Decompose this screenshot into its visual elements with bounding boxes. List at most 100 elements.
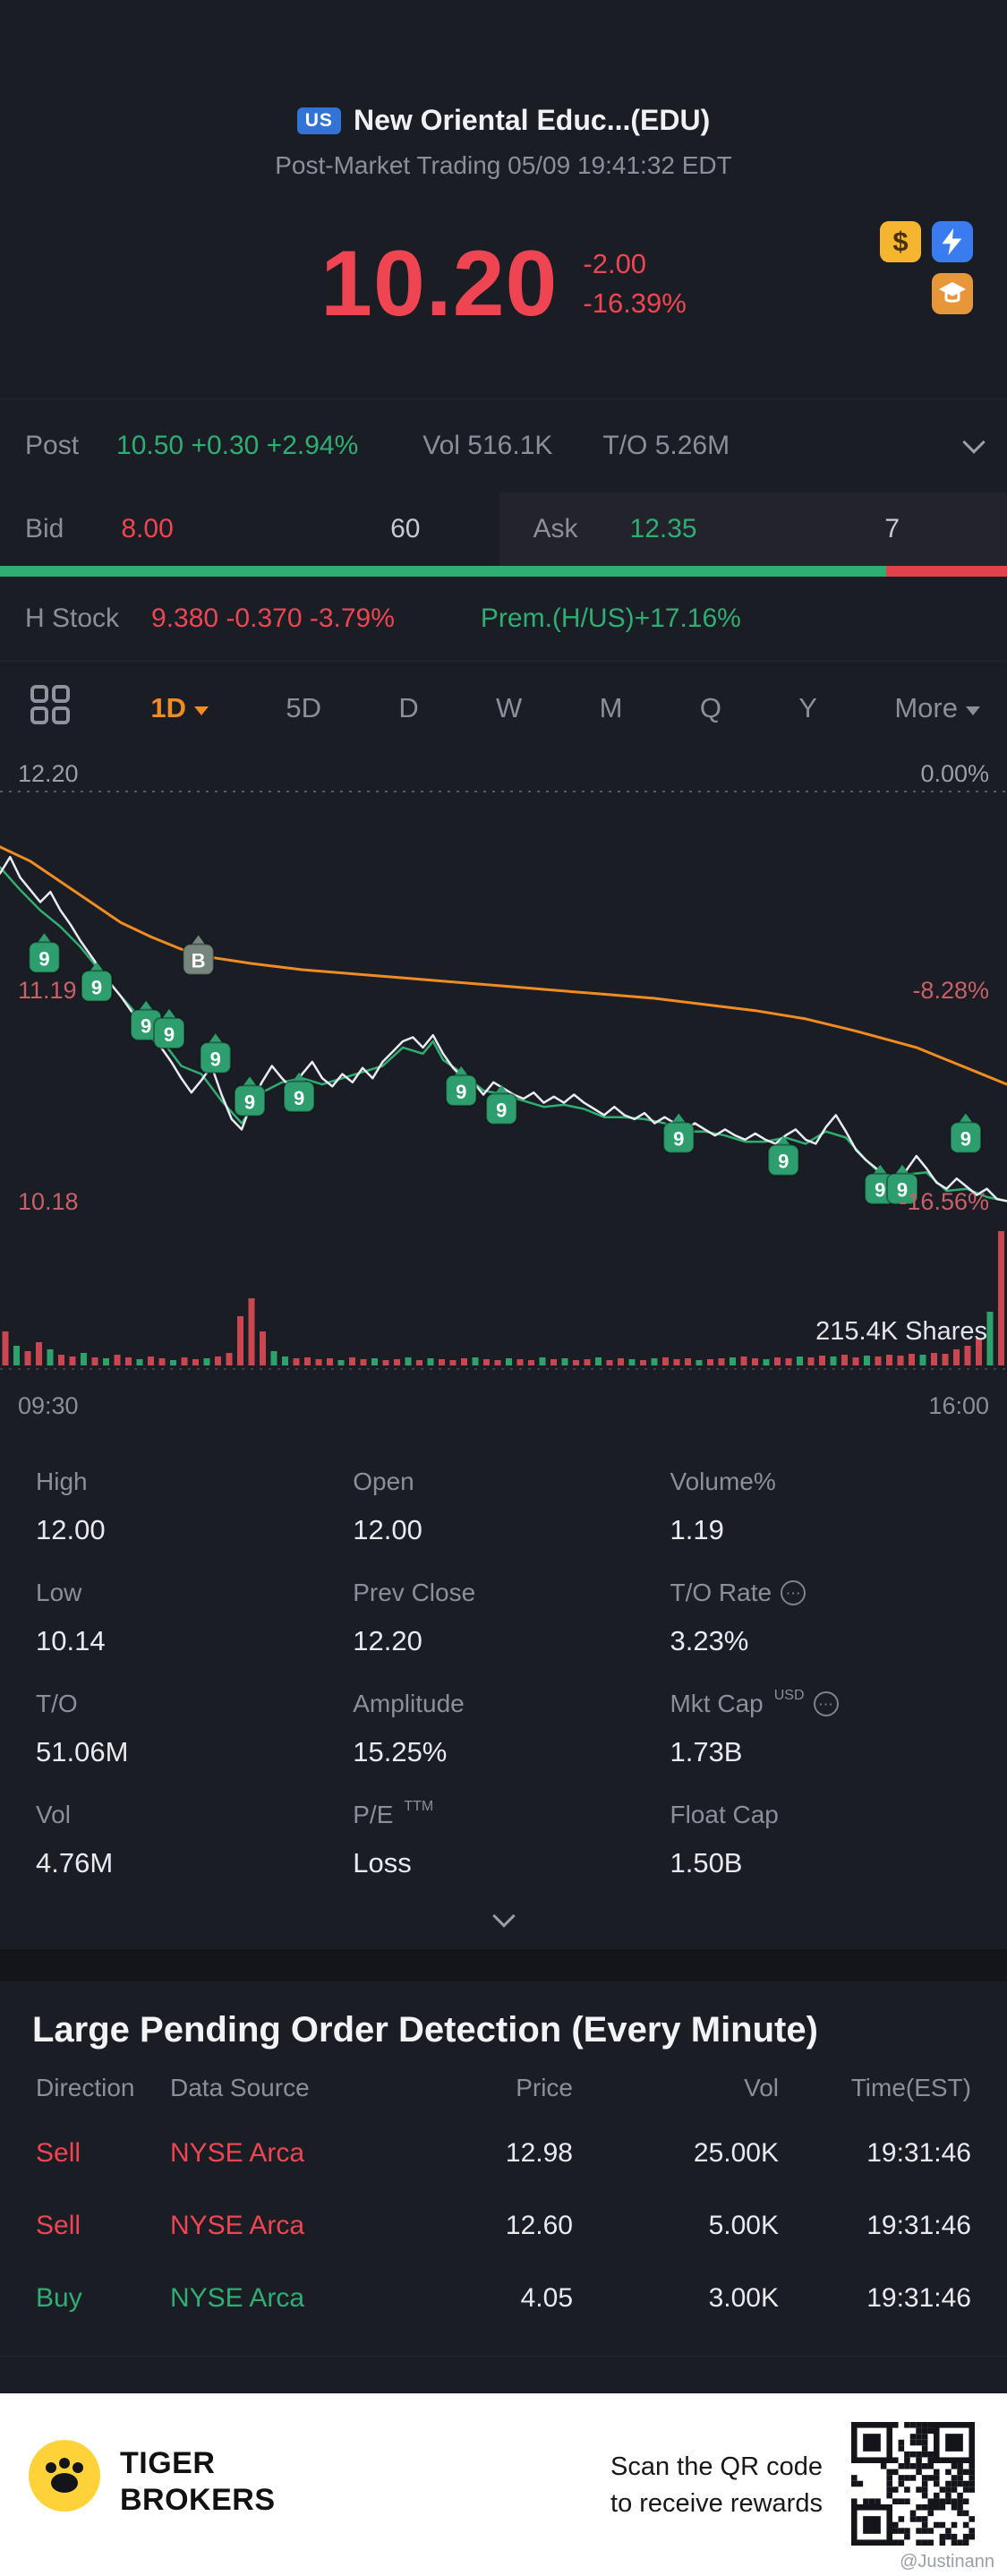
time-axis-end: 16:00 — [928, 1392, 989, 1419]
y-axis-pct-top: 0.00% — [920, 760, 989, 787]
time-axis-start: 09:30 — [18, 1392, 79, 1419]
post-label: Post — [25, 431, 80, 460]
market-session-timestamp: Post-Market Trading 05/09 19:41:32 EDT — [275, 151, 732, 179]
svg-text:9: 9 — [91, 976, 102, 998]
qr-caption: Scan the QR code to receive rewards — [610, 2452, 823, 2518]
bid-ask-ratio-bar — [0, 566, 1007, 577]
stat-high: High 12.00 — [36, 1468, 106, 1545]
svg-text:9: 9 — [164, 1023, 175, 1046]
stat-volume-pct: Volume% 1.19 — [670, 1468, 776, 1545]
bid-half: Bid 8.00 60 — [0, 492, 499, 566]
price-change-block: -2.00 -16.39% — [583, 244, 686, 323]
caret-down-icon — [965, 706, 980, 715]
chevron-down-icon — [491, 1904, 516, 1928]
tab-5d[interactable]: 5D — [286, 692, 321, 723]
chart-layout-icon[interactable] — [27, 681, 73, 735]
tab-q[interactable]: Q — [699, 692, 721, 723]
brand-footer: TIGER BROKERS Scan the QR code to receiv… — [0, 2393, 1007, 2576]
ask-size: 7 — [884, 514, 900, 543]
tab-more[interactable]: More — [894, 692, 980, 724]
stat-pe: P/E TTM Loss — [353, 1799, 434, 1879]
tab-m[interactable]: M — [599, 692, 623, 723]
last-price: 10.20 — [320, 231, 559, 336]
y-axis-pct-bottom: -16.56% — [899, 1188, 989, 1215]
chevron-down-icon[interactable] — [962, 431, 986, 454]
quick-action-badges: $ — [880, 221, 973, 314]
table-row[interactable]: Sell NYSE Arca 12.98 25.00K 19:31:46 — [36, 2137, 971, 2168]
section-divider — [0, 1949, 1007, 1981]
volume-crosshair-label: 215.4K Shares — [815, 1317, 987, 1346]
stock-title-row: US New Oriental Educ...(EDU) — [0, 104, 1007, 137]
post-market-row[interactable]: Post 10.50 +0.30 +2.94% Vol 516.1K T/O 5… — [0, 399, 1007, 492]
stat-to-rate: T/O Rate ⋯ 3.23% — [670, 1552, 971, 1663]
svg-text:9: 9 — [456, 1081, 466, 1103]
h-us-premium: Prem.(H/US)+17.16% — [480, 603, 741, 633]
ask-half: Ask 12.35 7 — [499, 492, 1007, 566]
tab-d[interactable]: D — [398, 692, 419, 723]
y-axis-price-mid: 11.19 — [18, 977, 77, 1004]
post-volume: Vol 516.1K — [422, 431, 553, 460]
table-row[interactable]: Sell NYSE Arca 12.60 5.00K 19:31:46 — [36, 2210, 971, 2240]
svg-text:9: 9 — [244, 1091, 255, 1113]
stat-low: Low 10.14 — [36, 1579, 106, 1656]
caret-down-icon — [193, 706, 209, 715]
stat-amplitude: Amplitude 15.25% — [353, 1690, 465, 1767]
svg-text:9: 9 — [141, 1015, 151, 1038]
watermark: @Justinann — [900, 2552, 994, 2572]
bid-size: 60 — [390, 514, 421, 543]
svg-text:9: 9 — [960, 1128, 971, 1151]
table-header-row: Direction Data Source Price Vol Time(EST… — [36, 2074, 971, 2101]
stock-name: New Oriental Educ...(EDU) — [353, 104, 711, 136]
tab-1d[interactable]: 1D — [150, 692, 209, 724]
post-turnover: T/O 5.26M — [602, 431, 730, 460]
tab-w[interactable]: W — [496, 692, 523, 723]
y-axis-pct-mid: -8.28% — [912, 977, 989, 1004]
y-axis-price-top: 12.20 — [18, 760, 79, 787]
stat-mkt-cap: Mkt Cap USD ⋯ 1.73B — [670, 1663, 971, 1774]
svg-text:9: 9 — [673, 1128, 684, 1151]
pending-order-section: Large Pending Order Detection (Every Min… — [0, 1981, 1007, 2357]
ask-label: Ask — [533, 514, 578, 543]
stat-open: Open 12.00 — [353, 1468, 422, 1545]
svg-text:9: 9 — [210, 1048, 221, 1070]
bid-ratio-segment — [0, 566, 886, 577]
price-area: 10.20 -2.00 -16.39% $ — [0, 221, 1007, 339]
expand-stats-button[interactable] — [0, 1885, 1007, 1940]
stat-prev-close: Prev Close 12.20 — [353, 1579, 476, 1656]
us-market-flag-badge: US — [296, 107, 341, 134]
qr-code — [846, 2417, 980, 2551]
stat-float-cap: Float Cap 1.50B — [670, 1801, 779, 1879]
info-icon[interactable]: ⋯ — [813, 1691, 839, 1716]
bid-label: Bid — [25, 514, 64, 543]
tab-y[interactable]: Y — [798, 692, 817, 723]
ask-price: 12.35 — [629, 514, 697, 543]
svg-text:9: 9 — [875, 1179, 885, 1202]
svg-text:9: 9 — [294, 1087, 304, 1109]
svg-text:9: 9 — [897, 1179, 908, 1202]
svg-text:9: 9 — [38, 947, 49, 970]
h-stock-quote: 9.380 -0.370 -3.79% — [151, 603, 395, 633]
h-stock-label: H Stock — [25, 603, 120, 633]
graduate-badge-icon[interactable] — [932, 273, 973, 314]
dollar-badge-icon[interactable]: $ — [880, 221, 921, 262]
price-change-pct: -16.39% — [583, 287, 687, 319]
pending-order-table: Direction Data Source Price Vol Time(EST… — [32, 2059, 975, 2334]
flash-badge-icon[interactable] — [932, 221, 973, 262]
chart-period-tabs: 1D 5D D W M Q Y More — [0, 662, 1007, 755]
stat-vol: Vol 4.76M — [36, 1801, 114, 1879]
ask-ratio-segment — [886, 566, 1007, 577]
bid-ask-row: Bid 8.00 60 Ask 12.35 7 — [0, 492, 1007, 566]
quote-header: US New Oriental Educ...(EDU) Post-Market… — [0, 0, 1007, 399]
post-quote: 10.50 +0.30 +2.94% — [116, 431, 359, 460]
price-change: -2.00 — [583, 248, 647, 279]
tiger-brokers-logo — [27, 2438, 102, 2518]
info-icon[interactable]: ⋯ — [781, 1580, 806, 1605]
svg-text:9: 9 — [778, 1151, 789, 1173]
y-axis-price-bottom: 10.18 — [18, 1188, 79, 1215]
h-stock-row[interactable]: H Stock 9.380 -0.370 -3.79% Prem.(H/US)+… — [0, 577, 1007, 662]
stats-grid: High 12.00 Open 12.00 Volume% 1.19 Low 10.14… — [0, 1428, 1007, 1885]
brand-name: TIGER BROKERS — [120, 2446, 276, 2517]
table-row[interactable]: Buy NYSE Arca 4.05 3.00K 19:31:46 — [36, 2282, 971, 2313]
